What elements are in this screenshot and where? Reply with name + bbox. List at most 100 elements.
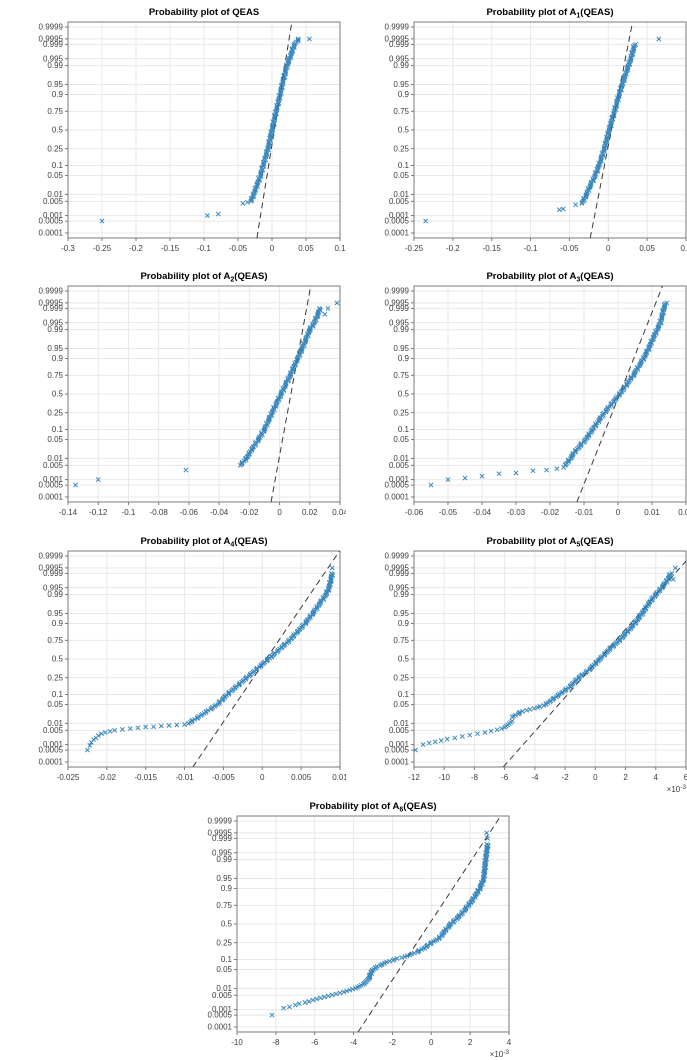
y-tick-label: 0.0005 <box>385 746 410 755</box>
y-tick-label: 0.5 <box>52 126 64 135</box>
plot-title: Probability plot of QEAS <box>149 7 259 18</box>
x-tick-label: -0.05 <box>229 244 248 253</box>
y-tick-label: 0.95 <box>393 609 409 618</box>
x-tick-labels: -0.025 -0.02 -0.015 -0.01 -0.005 0 0.005 0.01 <box>57 773 346 782</box>
y-tick-label: 0.05 <box>47 171 63 180</box>
y-tick-label: 0.95 <box>393 80 409 89</box>
plot-title: Probability plot of A3(QEAS) <box>486 271 613 284</box>
y-tick-label: 0.99 <box>47 590 63 599</box>
y-tick-label: 0.75 <box>393 107 409 116</box>
y-tick-label: 0.05 <box>393 700 409 709</box>
y-tick-label: 0.0005 <box>39 481 64 490</box>
y-tick-label: 0.0001 <box>39 229 64 238</box>
x-tick-label: -10 <box>438 773 450 782</box>
y-tick-label: 0.25 <box>393 673 409 682</box>
probability-plot-a3: 0.9999 0.9995 0.999 0.995 0.99 0.95 0.9 0.75 0.5… <box>352 268 687 530</box>
x-tick-labels: -0.3 -0.25 -0.2 -0.15 -0.1 -0.05 0 0.05 0.1 <box>61 244 346 253</box>
y-tick-label: 0.99 <box>393 61 409 70</box>
x-tick-label: 0.01 <box>332 773 346 782</box>
x-tick-label: -10 <box>231 1038 243 1047</box>
x-tick-labels: -0.06 -0.05 -0.04 -0.03 -0.02 -0.01 0 0.01 0.02 <box>405 508 687 517</box>
x-tick-label: -4 <box>350 1038 358 1047</box>
y-tick-label: 0.995 <box>389 583 410 592</box>
y-tick-label: 0.0005 <box>385 217 410 226</box>
x-tick-label: -0.005 <box>212 773 235 782</box>
y-tick-label: 0.5 <box>398 390 410 399</box>
x-tick-label: 2 <box>623 773 628 782</box>
data-series-markers <box>428 300 670 488</box>
y-tick-label: 0.001 <box>43 740 64 749</box>
y-tick-label: 0.001 <box>43 211 64 220</box>
tick-marks <box>65 290 341 505</box>
y-tick-label: 0.25 <box>393 144 409 153</box>
y-tick-label: 0.005 <box>389 726 410 735</box>
y-tick-label: 0.05 <box>47 700 63 709</box>
x-tick-label: -0.1 <box>524 244 538 253</box>
x-tick-labels: -0.14 -0.12 -0.1 -0.08 -0.06 -0.04 -0.02 0 0.02 0… <box>59 508 346 517</box>
x-tick-label: 0.02 <box>302 508 318 517</box>
x-tick-label: -6 <box>501 773 509 782</box>
reference-line <box>270 286 312 502</box>
y-tick-label: 0.5 <box>221 920 233 929</box>
y-tick-label: 0.05 <box>47 435 63 444</box>
probability-plot-a4: 0.9999 0.9995 0.999 0.995 0.99 0.95 0.9 0.75 0.5… <box>6 533 346 795</box>
y-tick-label: 0.0005 <box>39 746 64 755</box>
y-tick-label: 0.25 <box>47 673 63 682</box>
x-tick-label: 4 <box>507 1038 512 1047</box>
y-tick-label: 0.001 <box>389 475 410 484</box>
probability-plot-a2: 0.9999 0.9995 0.999 0.995 0.99 0.95 0.9 0.75 0.5… <box>6 268 346 530</box>
y-tick-label: 0.001 <box>389 740 410 749</box>
y-tick-label: 0.25 <box>393 408 409 417</box>
y-tick-label: 0.999 <box>43 304 64 313</box>
x-tick-label: 0.02 <box>678 508 687 517</box>
x-tick-label: 0 <box>606 244 611 253</box>
x-tick-labels: -10 -8 -6 -4 -2 0 2 4 <box>231 1038 512 1047</box>
x-tick-label: 2 <box>468 1038 473 1047</box>
x-tick-label: -0.06 <box>180 508 199 517</box>
y-tick-label: 0.01 <box>393 190 409 199</box>
x-tick-label: -2 <box>562 773 570 782</box>
y-tick-label: 0.999 <box>43 40 64 49</box>
y-tick-label: 0.05 <box>393 435 409 444</box>
y-tick-label: 0.75 <box>47 371 63 380</box>
x-tick-label: 6 <box>684 773 687 782</box>
x-tick-label: -0.02 <box>240 508 259 517</box>
x-axis-exponent-label: ×10-3 <box>490 1049 510 1059</box>
x-tick-label: -0.03 <box>507 508 526 517</box>
x-tick-label: 0.01 <box>644 508 660 517</box>
y-tick-label: 0.995 <box>43 54 64 63</box>
x-tick-label: 0 <box>270 244 275 253</box>
y-tick-label: 0.5 <box>398 126 410 135</box>
x-tick-label: -0.15 <box>161 244 180 253</box>
y-tick-label: 0.9995 <box>39 298 64 307</box>
y-tick-label: 0.1 <box>398 425 410 434</box>
y-tick-label: 0.95 <box>216 874 232 883</box>
y-tick-label: 0.9 <box>398 619 410 628</box>
y-tick-label: 0.001 <box>389 211 410 220</box>
x-tick-label: -0.01 <box>175 773 194 782</box>
y-tick-label: 0.005 <box>389 461 410 470</box>
x-tick-label: 4 <box>654 773 659 782</box>
y-tick-label: 0.995 <box>43 583 64 592</box>
x-tick-label: 0 <box>277 508 282 517</box>
reference-line <box>576 286 663 502</box>
y-tick-label: 0.001 <box>212 1005 233 1014</box>
y-tick-label: 0.9999 <box>39 552 64 561</box>
y-tick-label: 0.999 <box>389 304 410 313</box>
y-tick-label: 0.9 <box>52 619 64 628</box>
grid-lines <box>413 551 687 767</box>
x-tick-label: -2 <box>389 1038 397 1047</box>
plot-title: Probability plot of A5(QEAS) <box>486 536 613 549</box>
x-tick-label: -0.14 <box>59 508 78 517</box>
x-tick-label: -0.02 <box>98 773 117 782</box>
y-tick-label: 0.001 <box>43 475 64 484</box>
plot-title: Probability plot of A6(QEAS) <box>309 801 436 814</box>
